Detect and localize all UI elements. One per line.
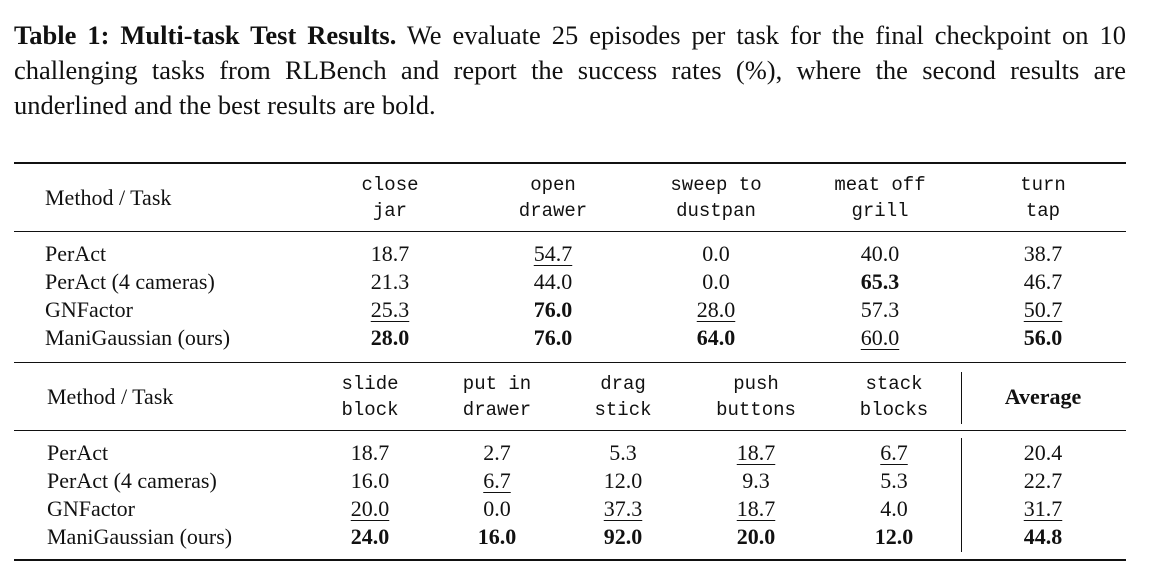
header-line: turn bbox=[1020, 174, 1066, 196]
caption: Table 1: Multi-task Test Results. We eva… bbox=[14, 18, 1126, 123]
result-cell: 37.3 bbox=[603, 496, 643, 521]
header-cell: Method / Task bbox=[47, 384, 174, 409]
result-cell: 18.7 bbox=[736, 496, 776, 521]
result-cell: 12.0 bbox=[874, 524, 914, 549]
header-line: drawer bbox=[462, 399, 532, 421]
column-separator bbox=[961, 438, 963, 552]
result-cell: 50.7 bbox=[1023, 297, 1063, 322]
header-line: drag bbox=[600, 373, 646, 395]
caption-label: Table 1: Multi-task Test Results. bbox=[14, 20, 397, 50]
header-cell: turn tap bbox=[1020, 172, 1066, 224]
header-line: open bbox=[530, 174, 576, 196]
result-cell: 64.0 bbox=[696, 325, 736, 350]
bottom-rule bbox=[14, 559, 1126, 561]
result-cell: 56.0 bbox=[1023, 325, 1063, 350]
result-cell: 18.7 bbox=[350, 440, 390, 465]
result-cell: 38.7 bbox=[1023, 241, 1063, 266]
result-cell: 9.3 bbox=[742, 468, 770, 493]
column-separator bbox=[961, 372, 963, 424]
result-cell: 57.3 bbox=[860, 297, 900, 322]
top-rule bbox=[14, 162, 1126, 164]
result-cell: 16.0 bbox=[350, 468, 390, 493]
header-cell: meat off grill bbox=[834, 172, 925, 224]
result-cell: 25.3 bbox=[370, 297, 410, 322]
header-line: put in bbox=[462, 373, 532, 395]
result-cell: 92.0 bbox=[603, 524, 643, 549]
mid-rule bbox=[14, 430, 1126, 432]
result-cell: 40.0 bbox=[860, 241, 900, 266]
header-cell: close jar bbox=[361, 172, 418, 224]
result-cell: 46.7 bbox=[1023, 269, 1063, 294]
header-cell: stack blocks bbox=[860, 371, 928, 423]
result-cell: 21.3 bbox=[370, 269, 410, 294]
result-cell: 2.7 bbox=[483, 440, 511, 465]
result-cell: 28.0 bbox=[696, 297, 736, 322]
result-cell: 0.0 bbox=[483, 496, 511, 521]
header-line: meat off bbox=[834, 174, 926, 196]
result-cell: 6.7 bbox=[483, 468, 511, 493]
result-cell: 6.7 bbox=[880, 440, 908, 465]
result-cell: 5.3 bbox=[609, 440, 637, 465]
method-name: PerAct bbox=[45, 241, 107, 266]
result-cell: 0.0 bbox=[702, 241, 730, 266]
result-cell: 28.0 bbox=[370, 325, 410, 350]
result-cell: 4.0 bbox=[880, 496, 908, 521]
header-cell: Method / Task bbox=[45, 185, 172, 210]
mid-rule bbox=[14, 231, 1126, 233]
result-cell: 44.0 bbox=[533, 269, 573, 294]
result-cell: 20.0 bbox=[350, 496, 390, 521]
result-cell: 76.0 bbox=[533, 297, 573, 322]
result-cell: 16.0 bbox=[477, 524, 517, 549]
header-line: dustpan bbox=[676, 200, 756, 222]
header-line: stick bbox=[594, 399, 652, 421]
result-cell: 31.7 bbox=[1023, 496, 1063, 521]
method-name: ManiGaussian (ours) bbox=[45, 325, 231, 350]
header-cell: drag stick bbox=[594, 371, 651, 423]
header-line: slide bbox=[341, 373, 399, 395]
method-name: PerAct (4 cameras) bbox=[45, 269, 215, 294]
result-cell: 76.0 bbox=[533, 325, 573, 350]
header-cell: sweep to dustpan bbox=[670, 172, 761, 224]
header-line: jar bbox=[372, 200, 408, 222]
header-line: drawer bbox=[518, 200, 588, 222]
header-line: close bbox=[361, 174, 419, 196]
result-cell: 5.3 bbox=[880, 468, 908, 493]
method-name: PerAct (4 cameras) bbox=[47, 468, 217, 493]
caption-text: We evaluate 25 episodes per task for the… bbox=[14, 20, 1126, 120]
result-cell: 0.0 bbox=[702, 269, 730, 294]
header-line: block bbox=[341, 399, 399, 421]
header-cell: put in drawer bbox=[463, 371, 531, 423]
header-line: blocks bbox=[859, 399, 929, 421]
method-name: GNFactor bbox=[47, 496, 135, 521]
header-line: buttons bbox=[716, 399, 796, 421]
result-cell: 65.3 bbox=[860, 269, 900, 294]
method-name: PerAct bbox=[47, 440, 109, 465]
result-cell: 18.7 bbox=[370, 241, 410, 266]
result-cell: 20.4 bbox=[1023, 440, 1063, 465]
header-line: stack bbox=[865, 373, 923, 395]
result-cell: 20.0 bbox=[736, 524, 776, 549]
result-cell: 60.0 bbox=[860, 325, 900, 350]
result-cell: 12.0 bbox=[603, 468, 643, 493]
result-cell: 22.7 bbox=[1023, 468, 1063, 493]
header-cell: open drawer bbox=[519, 172, 587, 224]
result-cell: 54.7 bbox=[533, 241, 573, 266]
header-line: tap bbox=[1025, 200, 1061, 222]
result-cell: 44.8 bbox=[1023, 524, 1063, 549]
header-cell: slide block bbox=[341, 371, 398, 423]
header-cell: push buttons bbox=[716, 371, 796, 423]
header-line: push bbox=[733, 373, 779, 395]
result-cell: 24.0 bbox=[350, 524, 390, 549]
header-cell: Average bbox=[1004, 384, 1082, 409]
mid-rule bbox=[14, 362, 1126, 364]
header-line: grill bbox=[851, 200, 909, 222]
header-line: sweep to bbox=[670, 174, 762, 196]
method-name: GNFactor bbox=[45, 297, 133, 322]
result-cell: 18.7 bbox=[736, 440, 776, 465]
method-name: ManiGaussian (ours) bbox=[47, 524, 233, 549]
